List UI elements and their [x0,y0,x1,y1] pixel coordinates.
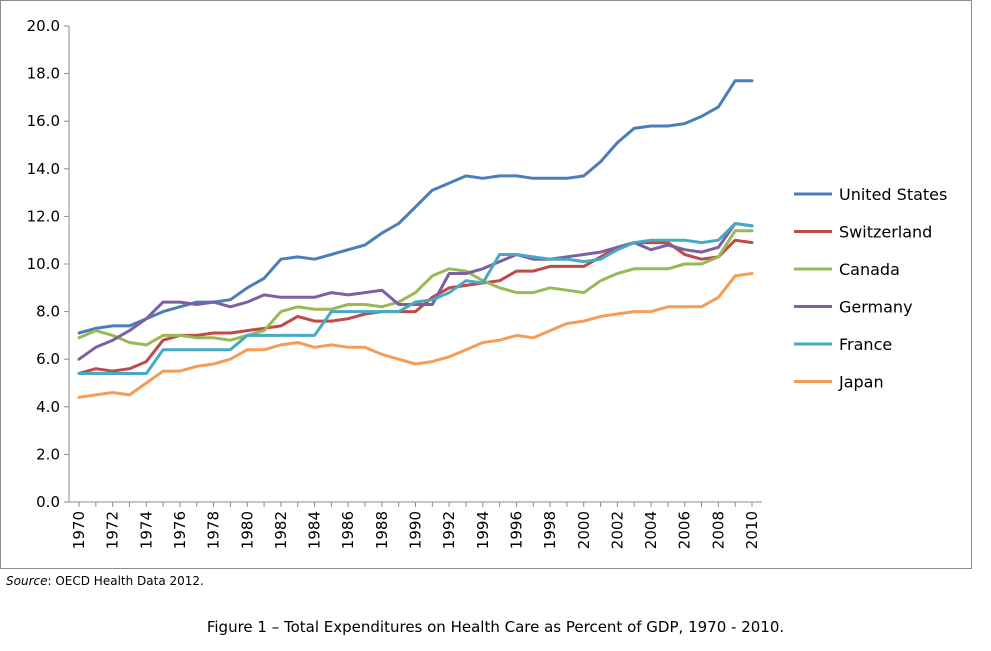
legend-label-france: France [839,335,892,354]
source-text: : OECD Health Data 2012. [47,574,204,588]
y-tick-label: 2.0 [36,445,60,463]
x-axis: 1970 1972 1974 1976 1978 1980 1982 1984 1986 1988… [69,501,762,549]
y-tick-label: 0.0 [36,493,60,511]
x-tick-label: 2010 [743,511,761,549]
x-tick-label: 1980 [238,511,256,549]
x-tick-label: 1990 [407,511,425,549]
x-tick-label: 1982 [272,511,290,549]
chart-frame: 0.0 2.0 4.0 6.0 8.0 10.0 12.0 14.0 16.0 18.0 20.0 … [0,0,972,569]
legend-label-canada: Canada [839,260,900,279]
x-tick-label: 1986 [339,511,357,549]
x-tick-label: 1978 [205,511,223,549]
legend: United States Switzerland Canada Germany Fra… [794,185,947,392]
legend-label-japan: Japan [838,373,884,392]
x-tick-label: 1976 [171,511,189,549]
source-label: Source [6,574,48,588]
x-tick-label: 2004 [642,511,660,549]
x-tick-label: 1992 [440,511,458,549]
figure-caption: Figure 1 – Total Expenditures on Health … [206,618,785,636]
series-line-france [77,222,754,375]
y-tick-label: 4.0 [36,398,60,416]
line-chart: 0.02.04.06.08.010.012.014.016.018.020.0 … [27,17,948,549]
x-tick-label: 2008 [709,511,727,549]
x-tick-label: 1996 [507,511,525,549]
x-tick-label: 1998 [541,511,559,549]
legend-label-germany: Germany [839,298,913,317]
y-tick-label: 18.0 [27,65,60,83]
x-tick-label: 1994 [474,511,492,549]
y-tick-label: 10.0 [27,255,60,273]
x-tick-label: 1972 [104,511,122,549]
series-line-germany [77,222,754,361]
y-tick-label: 8.0 [36,303,60,321]
source-note: Source: OECD Health Data 2012. [6,574,204,588]
series-line-canada [77,229,754,347]
x-tick-label: 2002 [608,511,626,549]
y-tick-label: 14.0 [27,160,60,178]
x-tick-label: 2006 [676,511,694,549]
y-tick-label: 6.0 [36,350,60,368]
series-line-united-states [77,79,754,335]
legend-label-united-states: United States [839,185,947,204]
x-tick-label: 2000 [575,511,593,549]
x-tick-label: 1970 [70,511,88,549]
y-tick-label: 16.0 [27,112,60,130]
x-tick-label: 1988 [373,511,391,549]
y-axis: 0.0 2.0 4.0 6.0 8.0 10.0 12.0 14.0 16.0 18.0 20.0 [27,17,70,511]
y-tick-label: 20.0 [27,17,60,35]
series-line-japan [77,272,754,399]
y-tick-label: 12.0 [27,207,60,225]
x-tick-label: 1974 [137,511,155,549]
plot-area [77,79,754,399]
x-tick-label: 1984 [306,511,324,549]
legend-label-switzerland: Switzerland [839,223,932,242]
